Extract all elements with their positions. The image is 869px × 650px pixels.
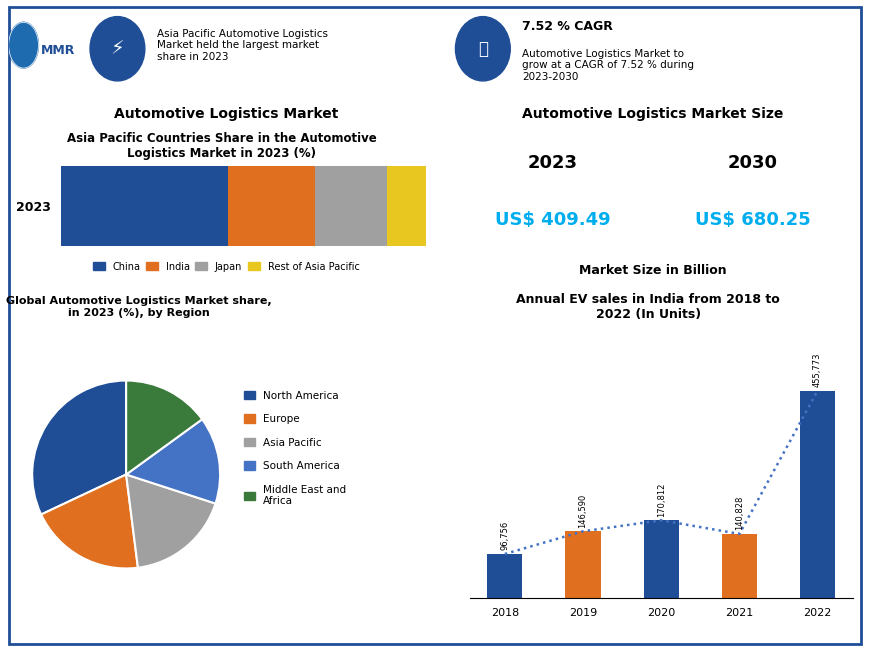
Text: MMR: MMR <box>41 44 76 57</box>
Legend: North America, Europe, Asia Pacific, South America, Middle East and
Africa: North America, Europe, Asia Pacific, Sou… <box>240 387 350 510</box>
Wedge shape <box>126 380 202 474</box>
Bar <box>228 166 315 246</box>
Bar <box>799 391 834 598</box>
Bar <box>565 531 600 598</box>
Text: Asia Pacific Countries Share in the Automotive
Logistics Market in 2023 (%): Asia Pacific Countries Share in the Auto… <box>67 132 376 161</box>
Bar <box>315 166 386 246</box>
Bar <box>386 166 426 246</box>
Text: 146,590: 146,590 <box>578 493 587 528</box>
Text: 🔥: 🔥 <box>477 40 488 58</box>
Circle shape <box>9 22 38 68</box>
Wedge shape <box>41 474 138 569</box>
Text: US$ 680.25: US$ 680.25 <box>693 211 810 229</box>
Bar <box>61 166 228 246</box>
Text: 170,812: 170,812 <box>656 482 665 517</box>
Text: Market Size in Billion: Market Size in Billion <box>578 265 726 278</box>
Text: 96,756: 96,756 <box>500 521 508 551</box>
Circle shape <box>455 17 509 81</box>
Wedge shape <box>126 474 216 567</box>
Text: 2023: 2023 <box>527 155 577 172</box>
Legend: China, India, Japan, Rest of Asia Pacific: China, India, Japan, Rest of Asia Pacifi… <box>89 257 363 276</box>
Text: Automotive Logistics Market: Automotive Logistics Market <box>114 107 338 121</box>
Bar <box>721 534 756 598</box>
Text: US$ 409.49: US$ 409.49 <box>494 211 609 229</box>
Text: 455,773: 455,773 <box>813 352 821 387</box>
Text: 2030: 2030 <box>726 155 777 172</box>
Text: Global Automotive Logistics Market share,
in 2023 (%), by Region: Global Automotive Logistics Market share… <box>6 296 272 318</box>
Bar <box>643 520 678 598</box>
Text: Automotive Logistics Market to
grow at a CAGR of 7.52 % during
2023-2030: Automotive Logistics Market to grow at a… <box>521 49 693 82</box>
Text: 7.52 % CAGR: 7.52 % CAGR <box>521 20 612 33</box>
Bar <box>487 554 521 598</box>
Wedge shape <box>126 419 220 504</box>
Circle shape <box>90 17 144 81</box>
Text: Asia Pacific Automotive Logistics
Market held the largest market
share in 2023: Asia Pacific Automotive Logistics Market… <box>156 29 328 62</box>
Wedge shape <box>32 380 126 515</box>
Text: Annual EV sales in India from 2018 to
2022 (In Units): Annual EV sales in India from 2018 to 20… <box>515 293 779 321</box>
Text: Automotive Logistics Market Size: Automotive Logistics Market Size <box>521 107 782 121</box>
Text: ⚡: ⚡ <box>110 39 124 58</box>
Text: 140,828: 140,828 <box>734 496 743 530</box>
